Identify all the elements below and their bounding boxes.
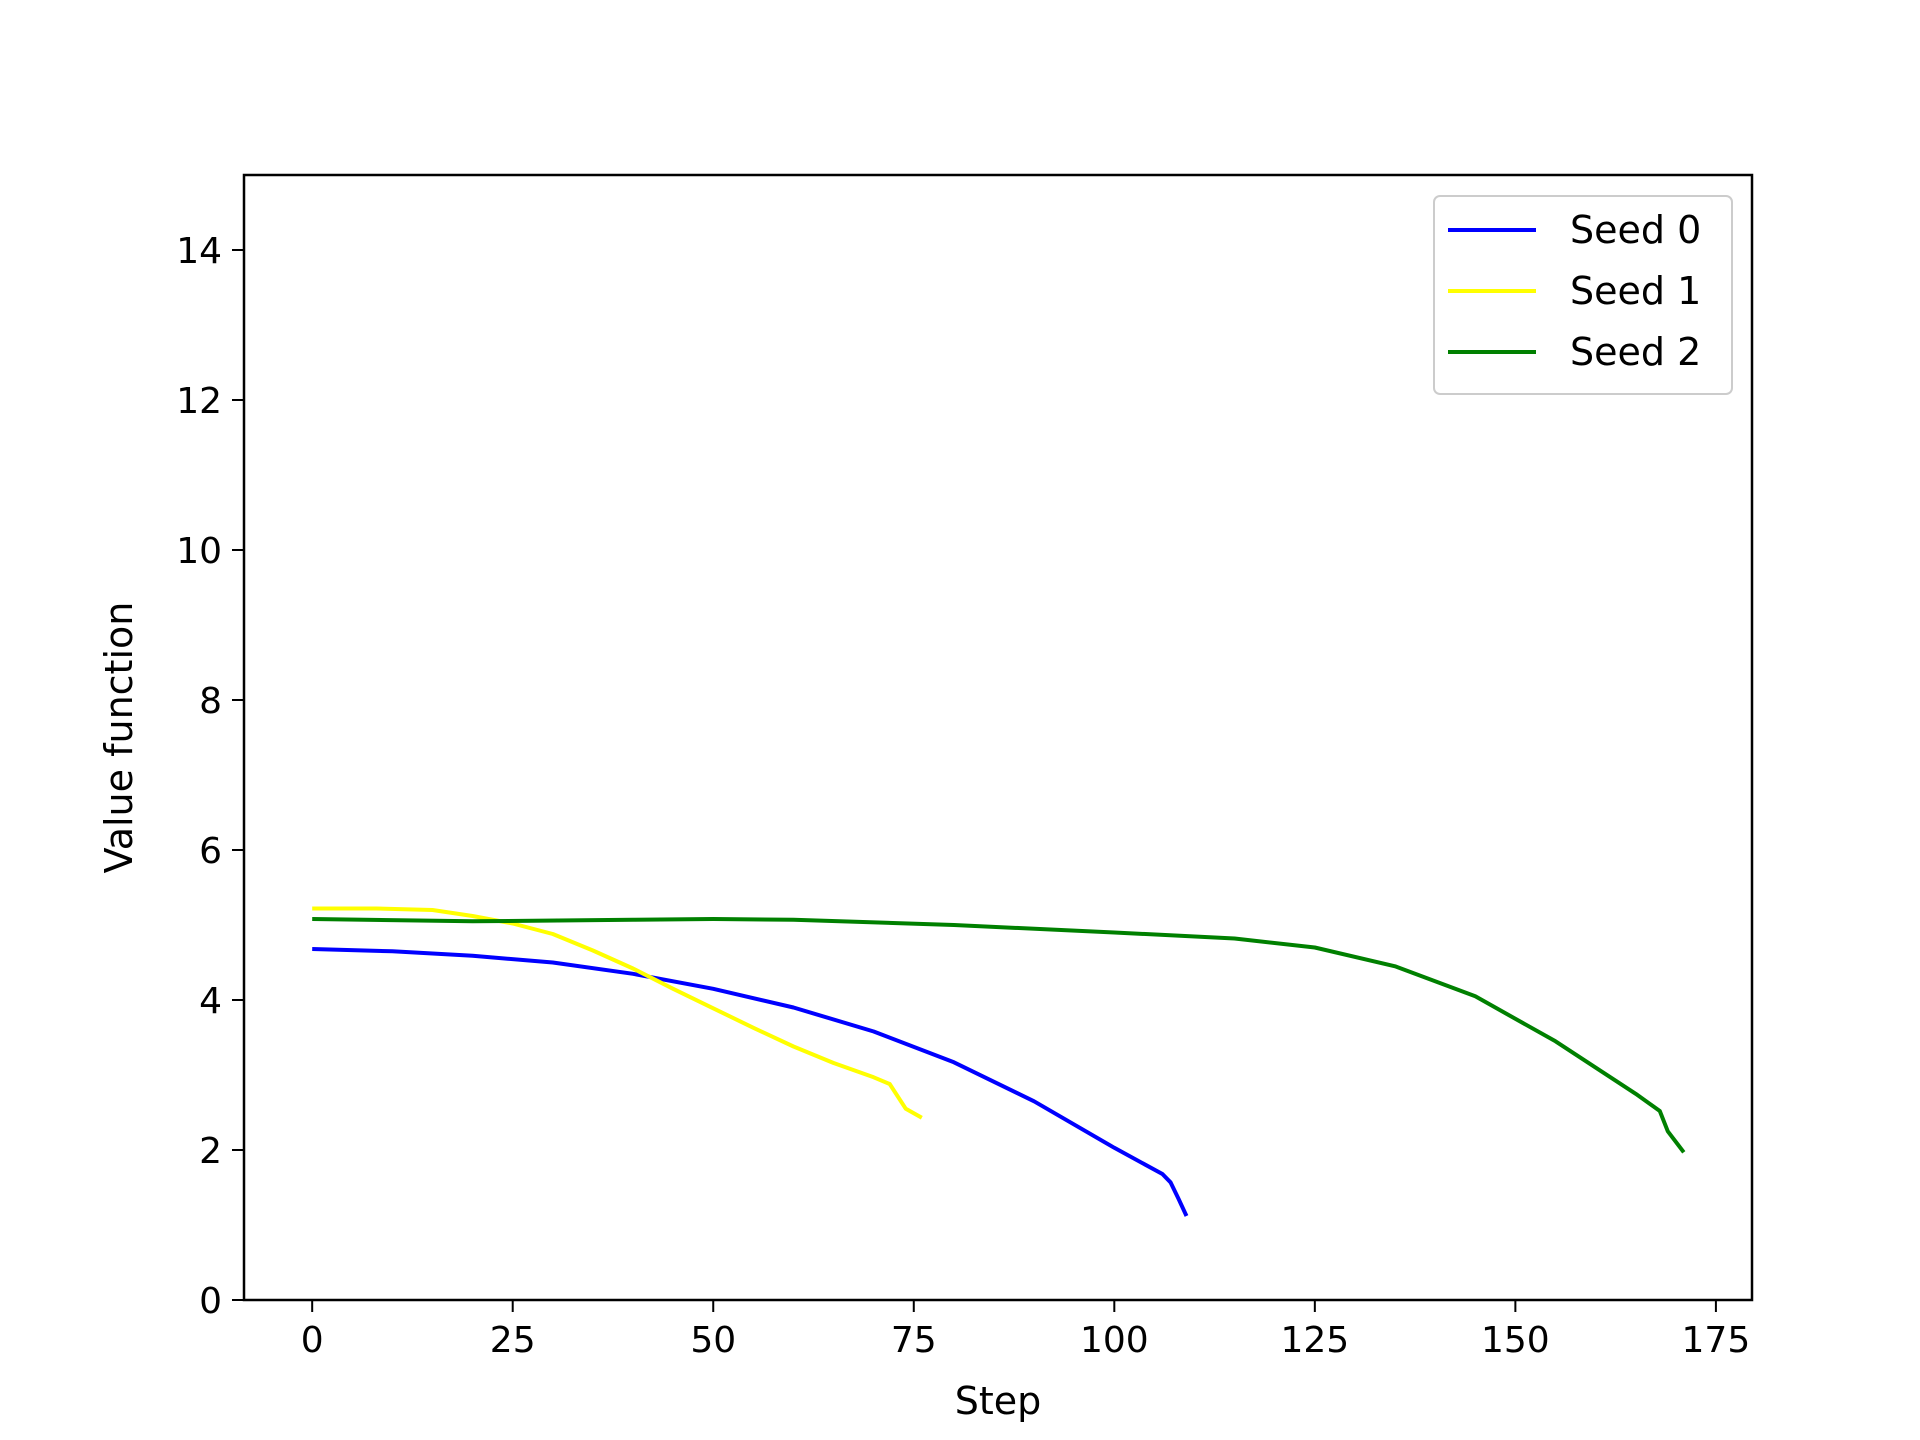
y-tick-label: 12	[176, 381, 222, 422]
y-tick-label: 4	[199, 981, 222, 1022]
y-tick-label: 10	[176, 531, 222, 572]
series-layer	[312, 906, 1686, 1217]
x-tick-label: 75	[891, 1320, 937, 1361]
y-tick-label: 8	[199, 681, 222, 722]
legend-label: Seed 1	[1570, 269, 1701, 313]
y-tick-label: 14	[176, 231, 222, 272]
x-axis: 0 25 50 75 100 125 150 175	[301, 1300, 1751, 1361]
legend: Seed 0 Seed 1 Seed 2	[1433, 195, 1733, 395]
plot-frame	[242, 173, 1754, 1302]
x-tick-label: 100	[1080, 1320, 1149, 1361]
y-axis: 0 2 4 6 8 10 12 14	[176, 231, 244, 1322]
x-tick-label: 25	[490, 1320, 536, 1361]
legend-label: Seed 0	[1570, 208, 1701, 252]
x-tick-label: 175	[1682, 1320, 1751, 1361]
x-axis-label: Step	[955, 1379, 1042, 1423]
y-tick-label: 0	[199, 1281, 222, 1322]
y-tick-label: 6	[199, 831, 222, 872]
legend-label: Seed 2	[1570, 330, 1701, 374]
legend-box	[1433, 195, 1733, 395]
x-tick-label: 50	[690, 1320, 736, 1361]
y-axis-label: Value function	[97, 602, 141, 874]
x-tick-label: 150	[1481, 1320, 1550, 1361]
series-line-seed-1	[312, 906, 923, 1120]
x-tick-label: 0	[301, 1320, 324, 1361]
y-tick-label: 2	[199, 1131, 222, 1172]
series-line-seed-0	[312, 947, 1189, 1217]
series-line-seed-2	[312, 917, 1686, 1154]
x-tick-label: 125	[1280, 1320, 1349, 1361]
